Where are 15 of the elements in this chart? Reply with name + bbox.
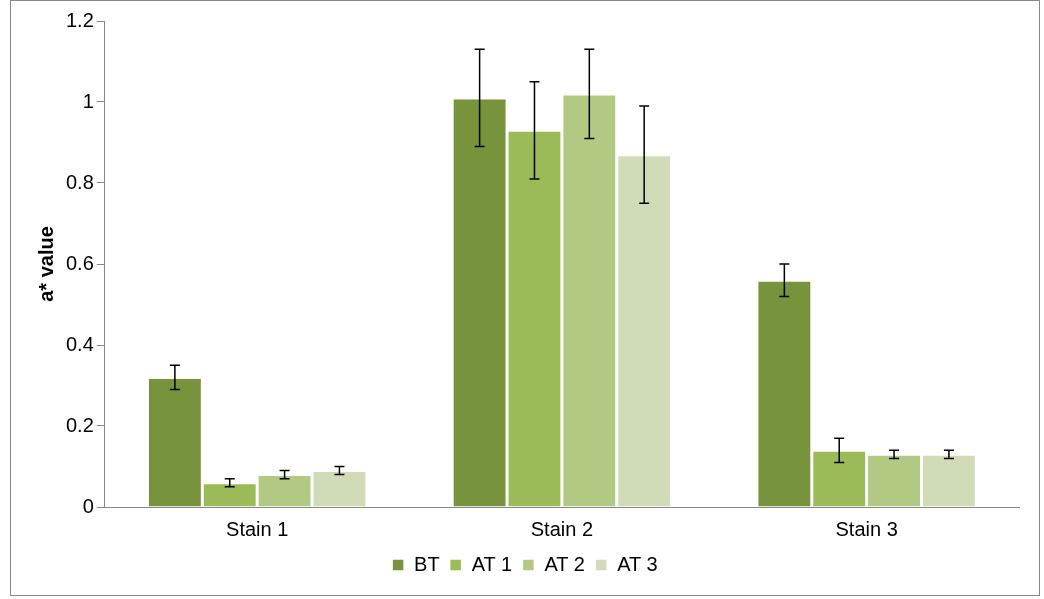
y-tick-label: 0.8 (65, 170, 94, 193)
legend-label: AT 1 (471, 552, 513, 575)
x-tick-label: Stain 2 (530, 517, 594, 540)
y-tick-label: 0 (82, 494, 94, 517)
x-tick-label: Stain 1 (226, 517, 289, 540)
y-tick-label: 0.2 (65, 413, 94, 436)
y-tick-label: 1 (82, 89, 94, 112)
x-tick-label: Stain 3 (835, 517, 898, 540)
y-tick-label: 1.2 (65, 8, 94, 31)
y-tick-label: 0.4 (65, 332, 94, 355)
legend-label: BT (414, 552, 440, 575)
legend-label: AT 2 (544, 552, 585, 575)
legend-label: AT 3 (617, 552, 658, 575)
y-axis-title: a* value (34, 226, 57, 302)
y-tick-label: 0.6 (65, 251, 94, 274)
